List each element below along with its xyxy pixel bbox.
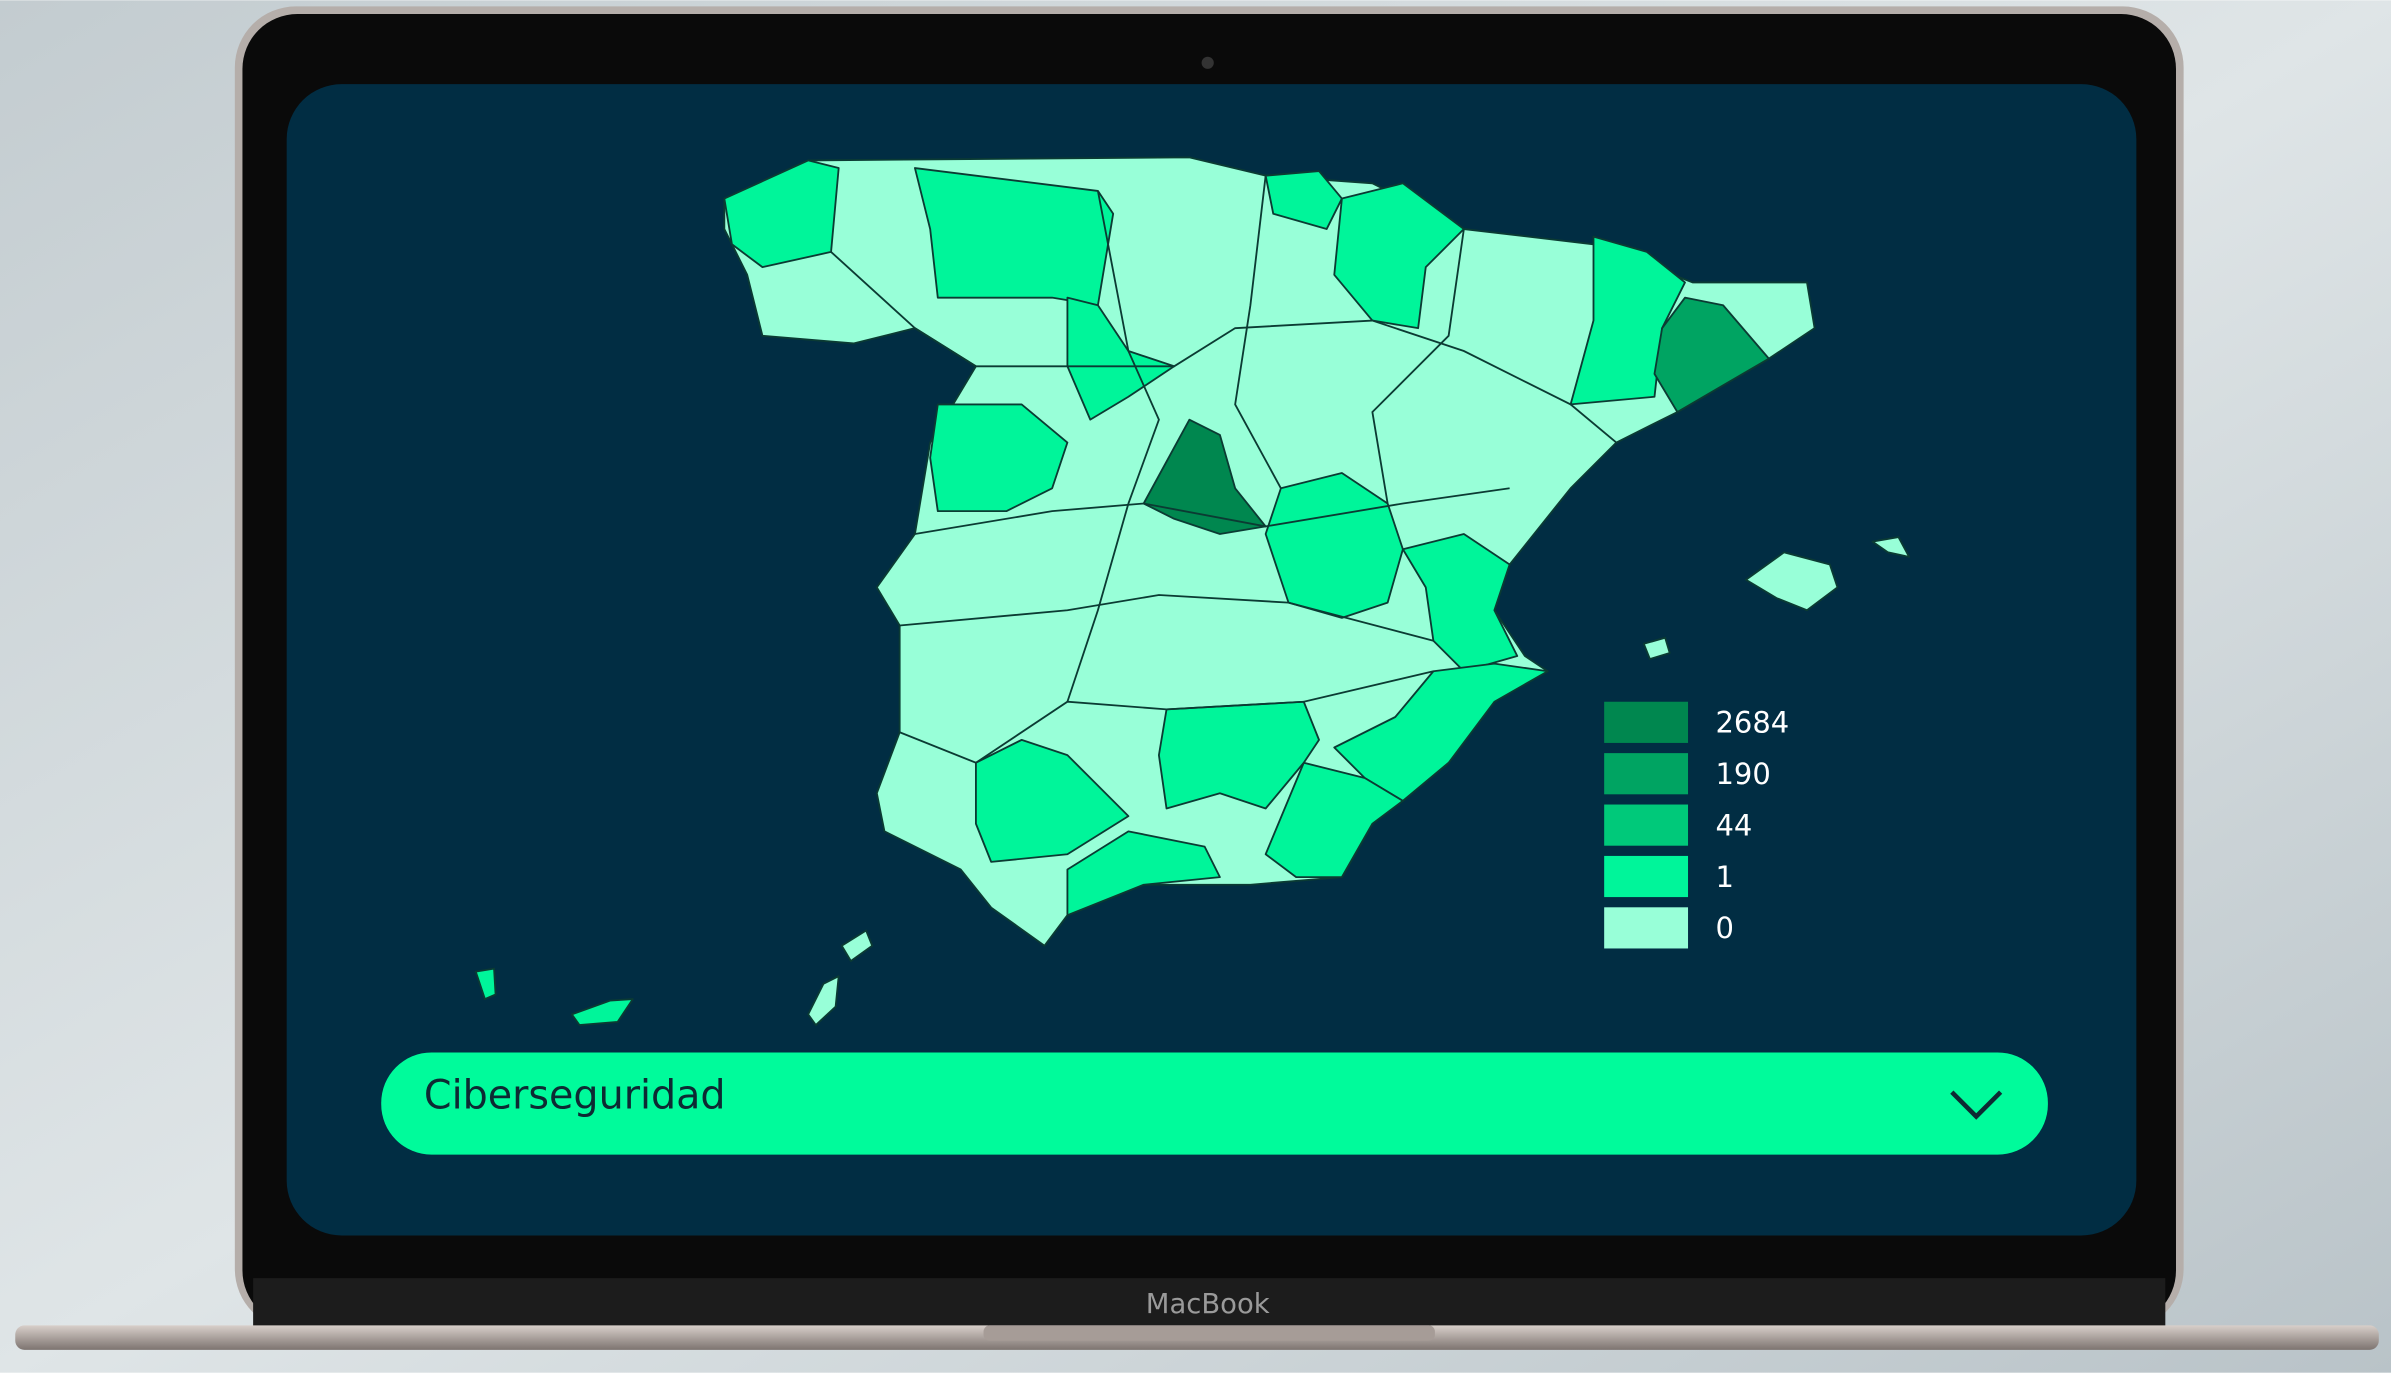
- legend-swatch: [1604, 701, 1689, 743]
- province: [1653, 296, 1770, 413]
- legend-swatch: [1604, 855, 1689, 898]
- legend-label: 1: [1715, 860, 1733, 894]
- legend-label: 2684: [1715, 706, 1789, 740]
- map-legend: 2684 190 44 1 0: [1604, 701, 1789, 949]
- laptop-notch: [983, 1325, 1435, 1341]
- border: [914, 487, 1510, 535]
- border: [830, 251, 1617, 444]
- province: [1264, 761, 1404, 879]
- dropdown[interactable]: [381, 1052, 2048, 1155]
- border: [899, 594, 1434, 642]
- device-label: MacBook: [1146, 1289, 1270, 1320]
- border: [1371, 228, 1465, 504]
- dropdown-chevron[interactable]: [1950, 1090, 2003, 1120]
- border: [1234, 175, 1282, 489]
- province: [1157, 700, 1320, 810]
- dropdown-value[interactable]: Ciberseguridad: [424, 1073, 726, 1119]
- province: [929, 403, 1069, 513]
- island: [1871, 536, 1911, 558]
- border: [899, 670, 1434, 764]
- province: [1066, 296, 1176, 421]
- legend-label: 0: [1715, 911, 1733, 945]
- province: [914, 167, 1115, 307]
- island: [1745, 551, 1839, 612]
- camera: [1201, 56, 1214, 69]
- province: [1333, 662, 1549, 802]
- border: [1066, 190, 1160, 703]
- province: [1333, 182, 1465, 330]
- province: [1401, 533, 1519, 673]
- province: [1066, 830, 1221, 917]
- legend-swatch: [1604, 753, 1689, 795]
- province: [975, 738, 1130, 863]
- legend-label: 44: [1715, 808, 1752, 842]
- province: [1264, 170, 1343, 230]
- island: [807, 975, 840, 1026]
- spain-map: [474, 156, 1911, 1026]
- legend-swatch: [1604, 907, 1689, 949]
- legend-label: 190: [1715, 757, 1770, 791]
- island: [1642, 636, 1671, 660]
- bezel-bottom: [253, 1278, 2166, 1327]
- island: [570, 998, 634, 1026]
- island: [840, 929, 874, 962]
- province: [1142, 418, 1267, 535]
- legend-swatch: [1604, 804, 1689, 846]
- island: [474, 967, 497, 1001]
